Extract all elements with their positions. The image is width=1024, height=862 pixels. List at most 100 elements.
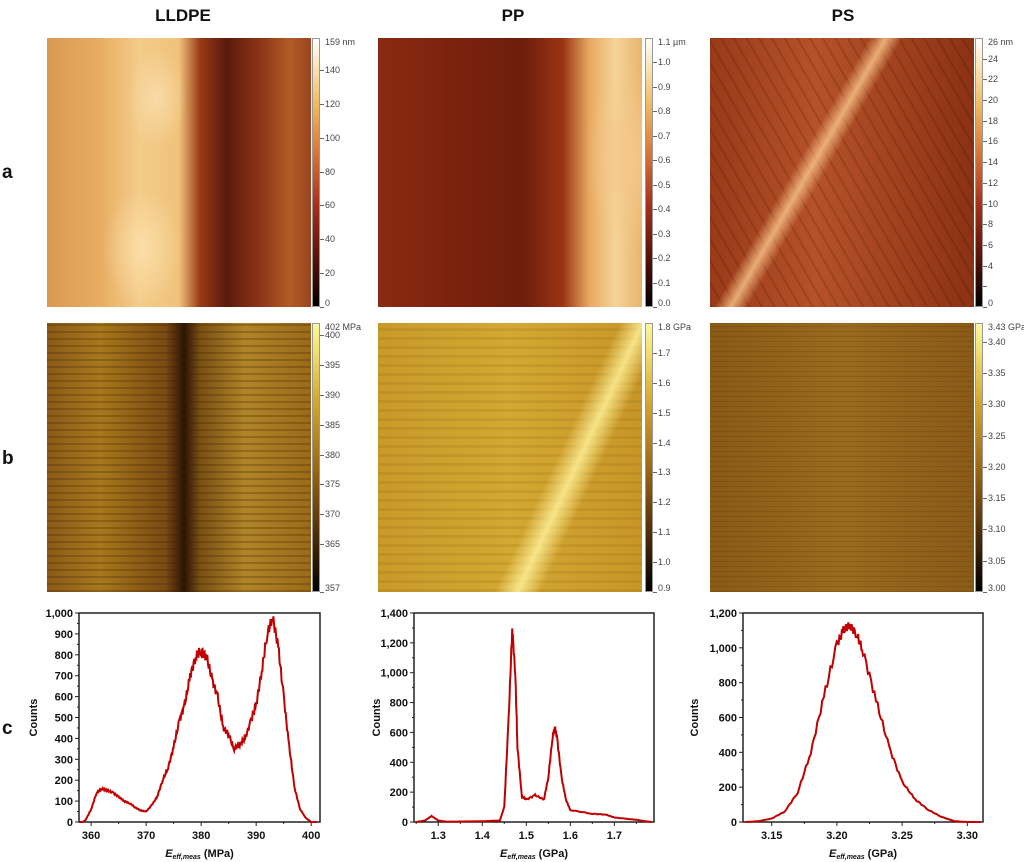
colorbar-tick-label: 1.4 <box>658 437 671 448</box>
row-label-c: c <box>2 718 13 739</box>
histogram-line <box>79 616 317 823</box>
colorbar-tick-label: 1.7 <box>658 347 671 358</box>
x-axis-label: Eeff,meas (GPa) <box>829 848 897 861</box>
colorbar-max-label: 402 MPa <box>325 322 362 332</box>
x-tick-label: 3.15 <box>761 830 782 842</box>
x-tick-label: 1.6 <box>563 830 578 842</box>
x-tick-label: 3.30 <box>957 830 978 842</box>
y-tick-label: 600 <box>390 727 408 739</box>
colorbar-tick <box>320 424 324 426</box>
colorbar-tick-label: 1.6 <box>658 377 671 388</box>
x-tick-label: 3.20 <box>826 830 847 842</box>
colorbar-tick-label: 14 <box>988 157 999 168</box>
x-tick-label: 400 <box>302 830 320 842</box>
colorbar-tick <box>983 286 987 288</box>
y-tick-label: 600 <box>55 692 73 704</box>
colorbar-tick <box>653 258 657 260</box>
colorbar-tick <box>653 135 657 137</box>
column-title-pp: PP <box>501 6 525 25</box>
colorbar <box>975 38 983 307</box>
colorbar-tick <box>983 244 987 246</box>
colorbar-tick-label: 3.05 <box>988 555 1006 566</box>
colorbar-tick-label: 1.0 <box>658 57 671 68</box>
colorbar-tick <box>653 442 657 444</box>
colorbar-tick-label: 380 <box>325 449 341 460</box>
colorbar-tick <box>320 334 324 336</box>
colorbar-tick <box>983 182 987 184</box>
colorbar-tick-label: 20 <box>988 95 999 106</box>
y-tick-label: 1,000 <box>709 643 737 655</box>
colorbar-max-label: 1.1 µm <box>658 37 686 47</box>
colorbar-tick <box>320 484 324 486</box>
colorbar-tick-label: 0.3 <box>658 228 671 239</box>
colorbar-tick-label: 0.7 <box>658 130 671 141</box>
colorbar-tick <box>983 265 987 267</box>
colorbar-tick-label: 3.40 <box>988 336 1006 347</box>
colorbar-tick-label: 0.9 <box>658 81 671 92</box>
y-tick-label: 1,200 <box>380 638 408 650</box>
colorbar-tick <box>653 233 657 235</box>
colorbar-max-label: 26 nm <box>988 37 1014 47</box>
colorbar-tick-label: 0.4 <box>658 204 671 215</box>
y-tick-label: 500 <box>55 713 73 725</box>
colorbar-tick-label: 1.0 <box>658 557 671 568</box>
colorbar-tick-label: 0.2 <box>658 253 671 264</box>
colorbar-tick-label: 24 <box>988 53 999 64</box>
colorbar-tick-label: 3.10 <box>988 524 1006 535</box>
colorbar-tick <box>983 529 987 531</box>
colorbar-tick <box>983 466 987 468</box>
y-tick-label: 1,000 <box>45 608 73 620</box>
colorbar-tick-label: 12 <box>988 177 999 188</box>
colorbar-tick-label: 80 <box>325 166 336 177</box>
colorbar-tick-label: 1.3 <box>658 467 671 478</box>
colorbar-tick-label: 20 <box>325 268 336 279</box>
colorbar-tick-label: 357 <box>325 583 341 593</box>
colorbar-tick <box>653 86 657 88</box>
colorbar-tick <box>983 58 987 60</box>
ps-height-map <box>710 38 974 307</box>
colorbar-tick <box>653 184 657 186</box>
colorbar <box>312 38 320 307</box>
colorbar <box>645 38 653 307</box>
plot-frame <box>742 612 984 823</box>
colorbar-tick <box>320 239 324 241</box>
plot-frame <box>78 612 321 823</box>
x-tick-label: 390 <box>247 830 265 842</box>
y-tick-label: 300 <box>55 754 73 766</box>
y-tick-label: 200 <box>719 782 737 794</box>
y-axis-label: Counts <box>689 699 701 737</box>
colorbar-tick <box>983 203 987 205</box>
colorbar-tick-label: 365 <box>325 539 341 550</box>
y-tick-label: 1,400 <box>380 608 408 620</box>
colorbar-tick <box>653 307 657 308</box>
x-tick-label: 380 <box>192 830 210 842</box>
colorbar-tick <box>320 454 324 456</box>
colorbar <box>975 323 983 592</box>
colorbar-tick <box>983 341 987 343</box>
colorbar-tick-label: 0.9 <box>658 583 671 593</box>
colorbar-max-label: 1.8 GPa <box>658 322 692 332</box>
colorbar-tick-label: 1.5 <box>658 407 671 418</box>
colorbar-tick <box>983 100 987 102</box>
y-tick-label: 900 <box>55 629 73 641</box>
colorbar-tick <box>320 171 324 173</box>
colorbar-tick <box>983 224 987 226</box>
y-tick-label: 1,200 <box>709 608 737 620</box>
x-axis-label: Eeff,meas (MPa) <box>165 848 234 861</box>
colorbar-tick <box>653 532 657 534</box>
colorbar-tick <box>983 79 987 81</box>
x-tick-label: 1.7 <box>607 830 622 842</box>
colorbar-tick <box>653 382 657 384</box>
colorbar-tick <box>983 162 987 164</box>
colorbar-tick <box>320 394 324 396</box>
x-tick-label: 1.5 <box>519 830 534 842</box>
colorbar-tick <box>653 562 657 564</box>
colorbar-tick-label: 3.30 <box>988 399 1006 410</box>
colorbar-tick-label: 3.35 <box>988 368 1006 379</box>
x-tick-label: 1.4 <box>475 830 491 842</box>
plot-frame <box>413 612 655 823</box>
x-axis-label: Eeff,meas (GPa) <box>500 848 568 861</box>
y-tick-label: 0 <box>402 817 408 829</box>
